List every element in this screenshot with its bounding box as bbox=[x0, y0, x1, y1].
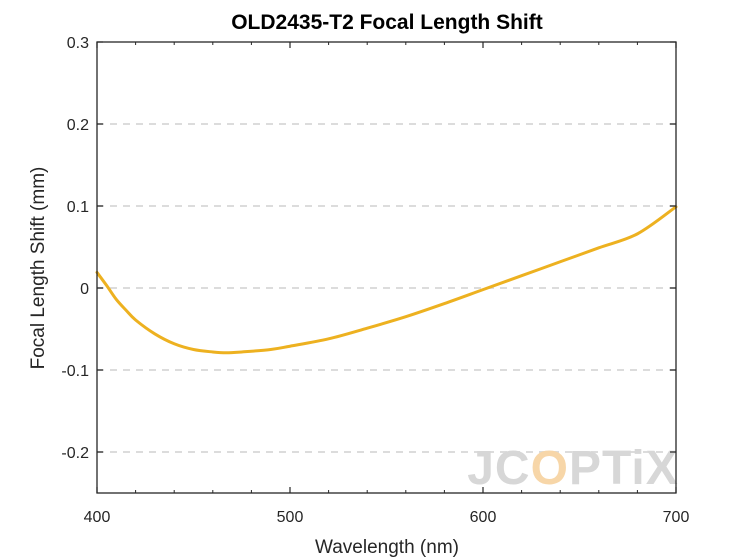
y-tick-label: -0.1 bbox=[61, 363, 89, 380]
x-tick-label: 700 bbox=[663, 509, 690, 526]
watermark-logo: JCOPTiX bbox=[467, 442, 679, 495]
y-tick-label: 0.2 bbox=[67, 117, 89, 134]
tick-marks: -0.2 -0.1 0 0.1 0.2 0.3 400 500 600 700 bbox=[61, 35, 689, 526]
y-axis-label: Focal Length Shift (mm) bbox=[28, 167, 49, 370]
watermark-text-part1: JC bbox=[467, 442, 530, 495]
y-tick-label: 0 bbox=[80, 281, 89, 298]
x-tick-label: 400 bbox=[84, 509, 111, 526]
plot-area-border bbox=[96, 41, 677, 494]
x-axis-label: Wavelength (nm) bbox=[315, 537, 459, 558]
series-layer bbox=[95, 205, 678, 355]
y-tick-label: -0.2 bbox=[61, 445, 89, 462]
series-line bbox=[95, 205, 678, 355]
watermark-text-part2: PTiX bbox=[569, 442, 679, 495]
watermark-text-accent: O bbox=[531, 442, 569, 495]
x-tick-label: 600 bbox=[470, 509, 497, 526]
grid-lines bbox=[97, 123, 676, 453]
chart-title: OLD2435-T2 Focal Length Shift bbox=[231, 11, 543, 34]
y-tick-label: 0.3 bbox=[67, 35, 89, 52]
x-tick-label: 500 bbox=[277, 509, 304, 526]
y-tick-label: 0.1 bbox=[67, 199, 89, 216]
